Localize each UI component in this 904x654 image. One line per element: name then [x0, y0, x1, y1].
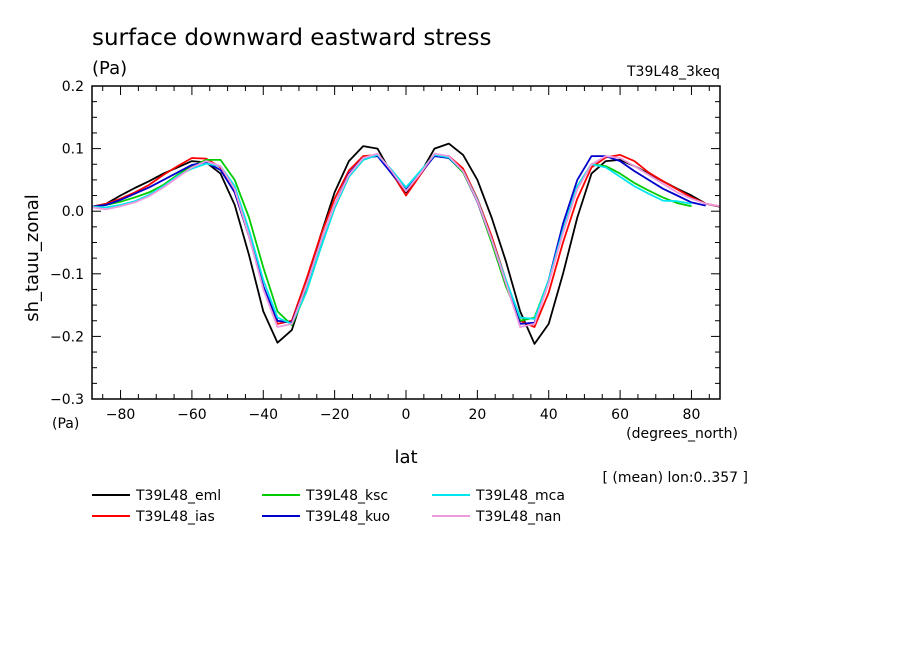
series-line-t39l48-ksc — [91, 153, 692, 327]
x-tick-label: −60 — [177, 407, 207, 423]
y-tick-label: 0.1 — [62, 142, 84, 158]
legend-label: T39L48_ksc — [305, 488, 388, 504]
y-tick-label: −0.1 — [50, 267, 84, 283]
legend-label: T39L48_mca — [475, 488, 565, 504]
y-tick-label: −0.3 — [50, 392, 84, 408]
series-line-t39l48-nan — [91, 152, 721, 328]
tick-labels: −80 −60 −40 −20 0 20 40 60 80 −0.3 −0.2 −0.1 0.0 0.1 0… — [50, 79, 700, 423]
x-axis-label: lat — [394, 447, 417, 468]
mean-note: [ (mean) lon:0..357 ] — [603, 470, 748, 486]
axis-ticks — [92, 85, 720, 400]
y-axis-label: sh_tauu_zonal — [22, 194, 43, 322]
units-label: (Pa) — [92, 58, 127, 79]
y-tick-label: −0.2 — [50, 329, 84, 345]
x-tick-label: −20 — [320, 407, 350, 423]
y-tick-label: 0.0 — [62, 204, 84, 220]
chart-title: surface downward eastward stress — [92, 25, 491, 51]
experiment-label: T39L48_3keq — [626, 64, 720, 80]
x-tick-label: 40 — [540, 407, 558, 423]
plot-frame — [91, 85, 721, 400]
series-lines — [91, 142, 721, 345]
x-tick-label: 0 — [402, 407, 411, 423]
x-tick-label: 20 — [468, 407, 486, 423]
series-line-t39l48-ias — [91, 153, 721, 328]
legend-label: T39L48_nan — [475, 509, 561, 525]
series-line-t39l48-mca — [91, 153, 692, 325]
legend-label: T39L48_ias — [135, 509, 215, 525]
y-tick-label: 0.2 — [62, 79, 84, 95]
legend: T39L48_eml T39L48_ias T39L48_ksc T39L48_kuo… — [92, 488, 565, 525]
series-line-t39l48-eml — [91, 142, 721, 345]
legend-label: T39L48_kuo — [305, 509, 390, 525]
y-units-label: (Pa) — [52, 416, 79, 432]
x-units-label: (degrees_north) — [626, 426, 738, 442]
x-tick-label: −80 — [106, 407, 136, 423]
x-tick-label: 80 — [683, 407, 701, 423]
legend-label: T39L48_eml — [135, 488, 221, 504]
x-tick-label: −40 — [248, 407, 278, 423]
x-tick-label: 60 — [611, 407, 629, 423]
